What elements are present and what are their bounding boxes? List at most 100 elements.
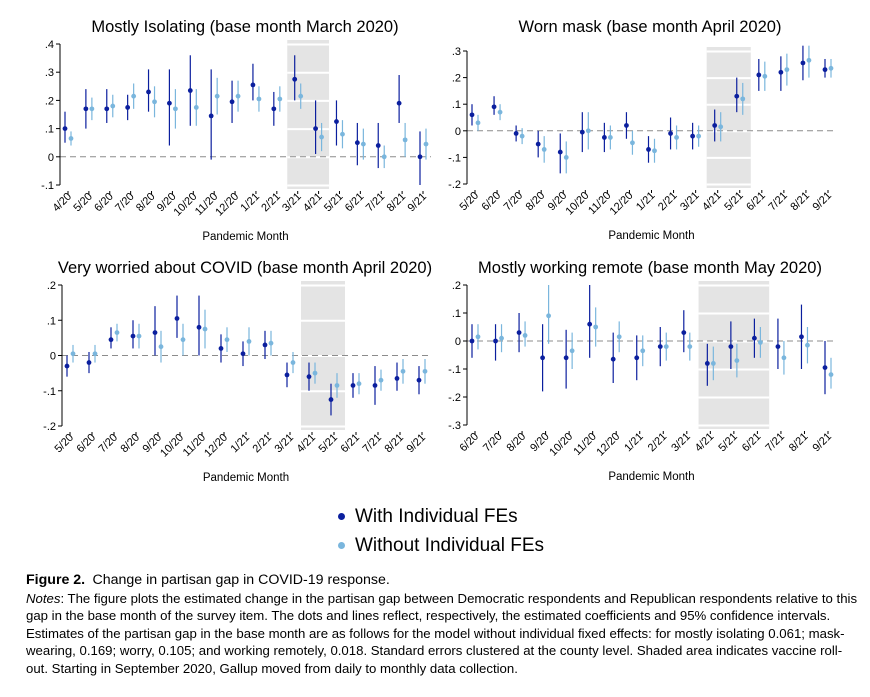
x-tick-label: 3/21 xyxy=(669,431,693,455)
series-with-fe xyxy=(469,285,828,395)
estimate-point xyxy=(235,93,241,99)
x-tick-label: 6/20 xyxy=(74,432,98,456)
estimate-point xyxy=(417,154,423,160)
estimate-point xyxy=(292,76,298,82)
estimate-point xyxy=(284,372,290,378)
series-with-fe xyxy=(469,45,828,174)
estimate-point xyxy=(146,89,151,95)
estimate-point xyxy=(535,141,541,147)
estimate-point xyxy=(246,339,252,344)
estimate-point xyxy=(593,324,599,330)
estimate-point xyxy=(360,141,366,147)
estimate-point xyxy=(587,321,593,327)
estimate-point xyxy=(569,348,575,354)
estimate-point xyxy=(690,133,696,139)
estimate-point xyxy=(734,93,740,99)
x-tick-label: 12/20 xyxy=(202,432,230,460)
y-tick-label: .2 xyxy=(452,280,461,292)
series-without-fe xyxy=(475,45,834,174)
x-tick-label: 7/20 xyxy=(481,431,505,455)
y-tick-label: .4 xyxy=(45,39,54,51)
estimate-point xyxy=(610,356,616,362)
chart-panel-4: -.3-.2-.10.1.26/20 7/20 8/20 9/2010/2011/20… xyxy=(448,259,836,483)
x-tick-label: 6/20 xyxy=(92,191,116,215)
estimate-point xyxy=(681,330,687,335)
estimate-point xyxy=(340,131,345,137)
y-tick-label: 0 xyxy=(455,336,461,348)
estimate-point xyxy=(522,333,528,338)
estimate-point xyxy=(687,344,693,349)
x-tick-label: 4/21 xyxy=(294,432,318,456)
y-tick-label: .1 xyxy=(452,308,461,320)
y-tick-label: .3 xyxy=(452,46,461,58)
estimate-point xyxy=(277,96,283,102)
estimate-point xyxy=(828,65,834,71)
x-tick-label: 12/20 xyxy=(608,190,636,218)
x-tick-label: 6/21 xyxy=(343,191,367,215)
x-tick-label: 7/20 xyxy=(113,191,137,215)
y-tick-label: 0 xyxy=(50,351,56,363)
x-axis-label: Pandemic Month xyxy=(608,471,694,483)
chart-title: Worn mask (base month April 2020) xyxy=(519,18,782,36)
x-tick-label: 3/21 xyxy=(280,191,304,215)
estimate-point xyxy=(290,360,296,365)
estimate-point xyxy=(158,344,164,350)
x-tick-label: 5/20 xyxy=(71,191,95,215)
estimate-point xyxy=(224,337,230,343)
x-tick-label: 12/20 xyxy=(213,191,241,219)
estimate-point xyxy=(563,355,569,361)
x-tick-label: 11/20 xyxy=(586,190,613,217)
estimate-point xyxy=(256,96,262,102)
estimate-point xyxy=(394,376,400,381)
estimate-point xyxy=(519,133,525,139)
estimate-point xyxy=(89,106,95,112)
x-tick-label: 11/20 xyxy=(181,432,208,459)
estimate-point xyxy=(152,330,158,335)
chart-panel-3: -.2-.10.1.25/206/207/208/209/2010/2011/2… xyxy=(43,259,432,484)
estimate-point xyxy=(152,99,157,105)
estimate-point xyxy=(799,334,804,340)
x-tick-label: 6/21 xyxy=(744,190,768,214)
estimate-point xyxy=(499,335,504,341)
estimate-point xyxy=(372,383,378,388)
x-tick-label: 1/21 xyxy=(238,191,262,215)
estimate-point xyxy=(775,344,781,349)
estimate-point xyxy=(762,73,768,79)
x-tick-label: 10/20 xyxy=(563,190,591,218)
estimate-point xyxy=(68,136,74,141)
y-tick-label: 0 xyxy=(455,126,461,138)
charts-figure: -.10.1.2.3.44/205/206/207/208/209/2010/2… xyxy=(41,18,836,484)
estimate-point xyxy=(516,330,522,335)
estimate-point xyxy=(712,123,718,128)
figure-label: Figure 2. xyxy=(26,572,86,588)
estimate-point xyxy=(125,105,131,110)
estimate-point xyxy=(268,340,274,346)
notes-label: Notes xyxy=(26,590,61,606)
x-tick-label: 4/21 xyxy=(700,190,724,214)
x-tick-label: 4/21 xyxy=(301,191,325,215)
x-tick-label: 2/21 xyxy=(646,431,670,455)
estimate-point xyxy=(422,368,428,374)
x-tick-label: 5/20 xyxy=(52,432,76,456)
estimate-point xyxy=(375,143,381,148)
estimate-point xyxy=(131,93,137,99)
y-tick-label: -.1 xyxy=(41,180,54,192)
series-without-fe xyxy=(475,285,834,389)
x-tick-label: 8/21 xyxy=(385,191,409,215)
x-tick-label: 11/20 xyxy=(571,431,598,458)
figure-caption: Figure 2. Change in partisan gap in COVI… xyxy=(26,571,862,678)
x-tick-label: 7/21 xyxy=(766,190,790,214)
x-tick-label: 10/20 xyxy=(158,432,186,460)
x-axis-label: Pandemic Month xyxy=(202,231,288,243)
estimate-point xyxy=(475,120,481,126)
x-tick-label: 8/20 xyxy=(524,190,548,214)
x-tick-label: 5/21 xyxy=(722,190,746,214)
x-tick-label: 7/21 xyxy=(360,432,384,456)
estimate-point xyxy=(423,141,429,147)
estimate-point xyxy=(704,361,710,366)
estimate-point xyxy=(70,351,76,357)
estimate-point xyxy=(805,342,810,348)
estimate-point xyxy=(585,128,591,134)
estimate-point xyxy=(541,147,547,152)
x-tick-label: 5/20 xyxy=(457,190,481,214)
